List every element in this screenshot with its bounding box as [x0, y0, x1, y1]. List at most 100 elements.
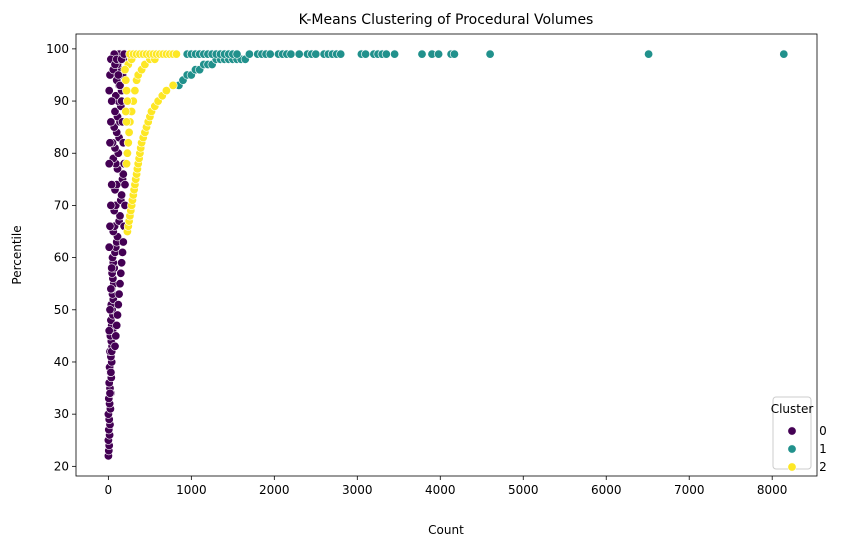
data-point: [105, 388, 115, 398]
data-point: [118, 169, 128, 179]
data-point: [104, 159, 114, 169]
data-point: [434, 49, 444, 59]
y-tick-label: 40: [54, 355, 69, 369]
y-tick-label: 50: [54, 303, 69, 317]
data-point: [111, 331, 121, 341]
data-point: [120, 180, 130, 190]
y-axis-label: Percentile: [10, 225, 24, 284]
data-point: [107, 263, 117, 273]
data-point: [122, 86, 132, 96]
data-point: [117, 190, 127, 200]
data-point: [168, 80, 178, 90]
data-point: [110, 341, 120, 351]
data-point: [113, 70, 123, 80]
data-point: [115, 211, 125, 221]
data-point: [381, 49, 391, 59]
data-point: [118, 237, 128, 247]
data-point: [123, 138, 133, 148]
points-layer: [103, 49, 789, 461]
data-point: [106, 367, 116, 377]
data-point: [449, 49, 459, 59]
data-point: [161, 86, 171, 96]
legend-label-cluster-0: 0: [819, 424, 827, 438]
data-point: [110, 107, 120, 117]
data-point: [121, 107, 131, 117]
legend-label-cluster-2: 2: [819, 460, 827, 474]
data-point: [107, 180, 117, 190]
y-tick-label: 80: [54, 146, 69, 160]
data-point: [294, 49, 304, 59]
y-axis: 20 30 40 50 60 70 80 90 100: [46, 42, 76, 473]
data-point: [106, 284, 116, 294]
data-point: [117, 258, 127, 268]
data-point: [116, 268, 126, 278]
x-tick-label: 7000: [674, 483, 705, 497]
y-tick-label: 60: [54, 251, 69, 265]
series-cluster-1: [174, 49, 789, 90]
data-point: [105, 138, 115, 148]
series-cluster-2: [120, 49, 181, 237]
data-point: [232, 49, 242, 59]
data-point: [115, 80, 125, 90]
legend-marker-cluster-1: [787, 444, 797, 454]
legend-title: Cluster: [771, 402, 814, 416]
x-tick-label: 1000: [176, 483, 207, 497]
x-tick-label: 5000: [508, 483, 539, 497]
y-tick-label: 100: [46, 42, 69, 56]
data-point: [122, 117, 132, 127]
x-tick-label: 3000: [342, 483, 373, 497]
y-tick-label: 70: [54, 198, 69, 212]
data-point: [104, 326, 114, 336]
y-tick-label: 20: [54, 459, 69, 473]
data-point: [311, 49, 321, 59]
data-point: [122, 96, 132, 106]
data-point: [171, 49, 181, 59]
data-point: [485, 49, 495, 59]
series-cluster-0: [103, 49, 130, 461]
legend-entries: 0 1 2: [787, 424, 827, 474]
data-point: [779, 49, 789, 59]
x-tick-label: 0: [105, 483, 113, 497]
x-axis-label: Count: [428, 523, 464, 537]
data-point: [106, 117, 116, 127]
data-point: [105, 221, 115, 231]
data-point: [244, 49, 254, 59]
data-point: [122, 148, 132, 158]
data-point: [121, 75, 131, 85]
y-tick-label: 30: [54, 407, 69, 421]
data-point: [122, 159, 132, 169]
data-point: [104, 242, 114, 252]
data-point: [265, 49, 275, 59]
data-point: [286, 49, 296, 59]
data-point: [390, 49, 400, 59]
data-point: [130, 86, 140, 96]
x-tick-label: 4000: [425, 483, 456, 497]
legend: Cluster 0 1 2: [771, 396, 827, 474]
data-point: [644, 49, 654, 59]
legend-marker-cluster-2: [787, 462, 797, 472]
x-axis: 0 1000 2000 3000 4000 5000 6000 7000 8000: [105, 476, 788, 497]
data-point: [115, 279, 125, 289]
legend-label-cluster-1: 1: [819, 442, 827, 456]
data-point: [113, 300, 123, 310]
x-tick-label: 8000: [757, 483, 788, 497]
data-point: [107, 96, 117, 106]
data-point: [124, 127, 134, 137]
data-point: [120, 65, 130, 75]
data-point: [118, 247, 128, 257]
data-point: [113, 310, 123, 320]
data-point: [106, 200, 116, 210]
chart-title: K-Means Clustering of Procedural Volumes: [299, 12, 594, 28]
data-point: [112, 320, 122, 330]
y-tick-label: 90: [54, 94, 69, 108]
legend-marker-cluster-0: [787, 426, 797, 436]
data-point: [417, 49, 427, 59]
data-point: [114, 289, 124, 299]
plot-frame: [75, 33, 818, 477]
data-point: [105, 305, 115, 315]
x-tick-label: 6000: [591, 483, 622, 497]
data-point: [361, 49, 371, 59]
data-point: [104, 86, 114, 96]
